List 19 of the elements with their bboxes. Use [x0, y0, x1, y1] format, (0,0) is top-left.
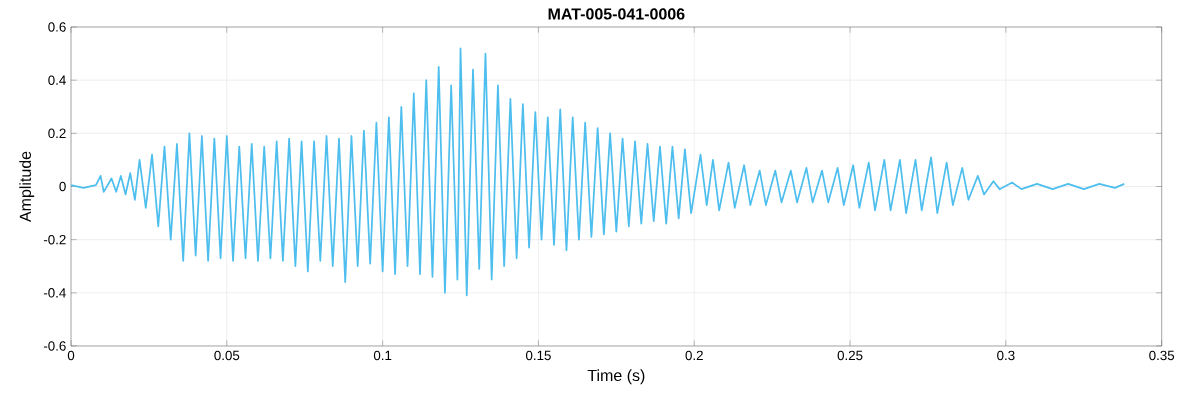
y-tick-label: -0.2: [43, 234, 66, 245]
y-tick-label: -0.6: [43, 341, 66, 351]
x-tick-label: 0.05: [214, 350, 240, 361]
x-tick-label: 0.3: [997, 350, 1015, 361]
x-tick-label: 0.2: [685, 350, 703, 361]
x-axis-title: Time (s): [587, 369, 645, 385]
x-tick-label: 0.25: [837, 350, 863, 361]
line-series: [71, 47, 1126, 297]
y-tick-label: 0: [59, 181, 66, 192]
chart-title: MAT-005-041-0006: [548, 8, 685, 20]
x-tick-label: 0.35: [1149, 350, 1175, 361]
y-tick-label: 0.4: [48, 75, 66, 85]
x-tick-label: 0.1: [373, 350, 392, 361]
y-axis-title: Amplitude: [19, 151, 35, 223]
x-tick-label: 0: [67, 350, 75, 361]
y-tick-label: 0.2: [48, 128, 66, 139]
y-tick-label: 0.6: [48, 22, 66, 32]
y-tick-label: -0.4: [43, 288, 66, 298]
x-tick-label: 0.15: [525, 350, 551, 361]
